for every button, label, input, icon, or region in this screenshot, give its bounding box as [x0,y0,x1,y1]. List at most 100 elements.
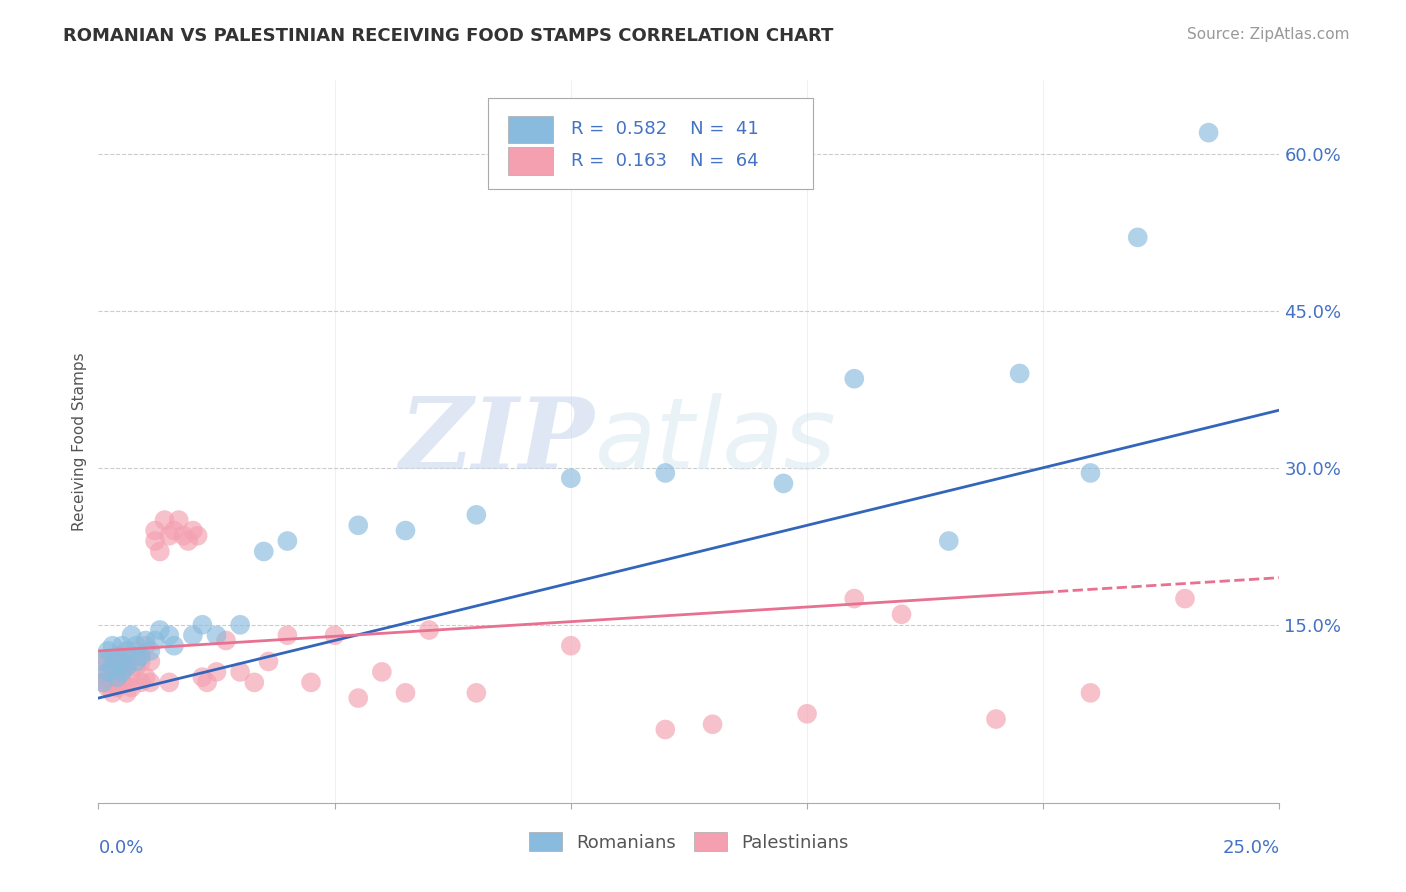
Point [111,639,134,653]
Point [1080,686,1102,700]
Point [1008,367,1031,381]
Text: atlas: atlas [595,393,837,490]
Text: R =  0.582    N =  41: R = 0.582 N = 41 [571,120,759,138]
Point [844,591,866,606]
Point [215,633,238,648]
Point [101,659,124,673]
Point [115,659,138,673]
Point [125,639,148,653]
Point [157,628,180,642]
Point [91,675,114,690]
Text: Source: ZipAtlas.com: Source: ZipAtlas.com [1187,27,1350,42]
Point [560,471,582,485]
Point [276,628,298,642]
Point [105,665,128,679]
Point [157,675,180,690]
Point [654,723,676,737]
Point [129,655,152,669]
Point [253,544,276,558]
Point [97,644,120,658]
Point [135,670,157,684]
Point [796,706,818,721]
Point [115,659,138,673]
Legend: Romanians, Palestinians: Romanians, Palestinians [522,825,856,859]
Point [1080,466,1102,480]
Point [229,617,252,632]
Point [299,675,322,690]
Point [191,670,214,684]
Point [97,655,120,669]
Point [257,655,280,669]
Point [702,717,724,731]
Point [97,665,120,679]
Point [101,686,124,700]
Point [97,670,120,684]
Point [125,644,148,658]
Point [139,655,162,669]
Point [163,524,186,538]
Point [143,524,166,538]
Point [91,655,114,669]
Point [243,675,266,690]
Point [890,607,912,622]
Point [139,644,162,658]
Point [111,670,134,684]
Point [465,686,488,700]
Point [772,476,794,491]
Point [101,675,124,690]
Point [111,675,134,690]
Point [135,639,157,653]
Point [205,665,228,679]
Point [135,633,157,648]
Point [111,655,134,669]
Point [149,544,172,558]
FancyBboxPatch shape [508,147,553,175]
Point [111,665,134,679]
Point [195,675,218,690]
Point [101,659,124,673]
Point [205,628,228,642]
Text: ZIP: ZIP [399,393,595,490]
Point [149,623,172,637]
Point [91,655,114,669]
Point [163,639,186,653]
Point [276,534,298,549]
Point [111,655,134,669]
Point [938,534,960,549]
Point [157,529,180,543]
Point [115,644,138,658]
Point [347,691,370,706]
Point [167,513,190,527]
Point [91,675,114,690]
Point [143,633,166,648]
Point [418,623,440,637]
Point [121,681,143,695]
Point [153,513,176,527]
Point [984,712,1007,726]
Point [1126,230,1149,244]
Point [91,670,114,684]
Y-axis label: Receiving Food Stamps: Receiving Food Stamps [72,352,87,531]
Text: R =  0.163    N =  64: R = 0.163 N = 64 [571,153,758,170]
Point [121,670,143,684]
Point [129,675,152,690]
Point [560,639,582,653]
Point [97,681,120,695]
FancyBboxPatch shape [508,116,553,143]
Point [172,529,194,543]
Point [105,670,128,684]
Text: 25.0%: 25.0% [1222,838,1279,857]
Point [191,617,214,632]
Point [654,466,676,480]
Point [229,665,252,679]
Point [125,659,148,673]
Point [101,639,124,653]
Text: ROMANIAN VS PALESTINIAN RECEIVING FOOD STAMPS CORRELATION CHART: ROMANIAN VS PALESTINIAN RECEIVING FOOD S… [63,27,834,45]
Point [465,508,488,522]
Point [129,649,152,664]
Point [187,529,209,543]
Point [139,675,162,690]
Point [371,665,394,679]
Point [323,628,346,642]
Point [115,644,138,658]
